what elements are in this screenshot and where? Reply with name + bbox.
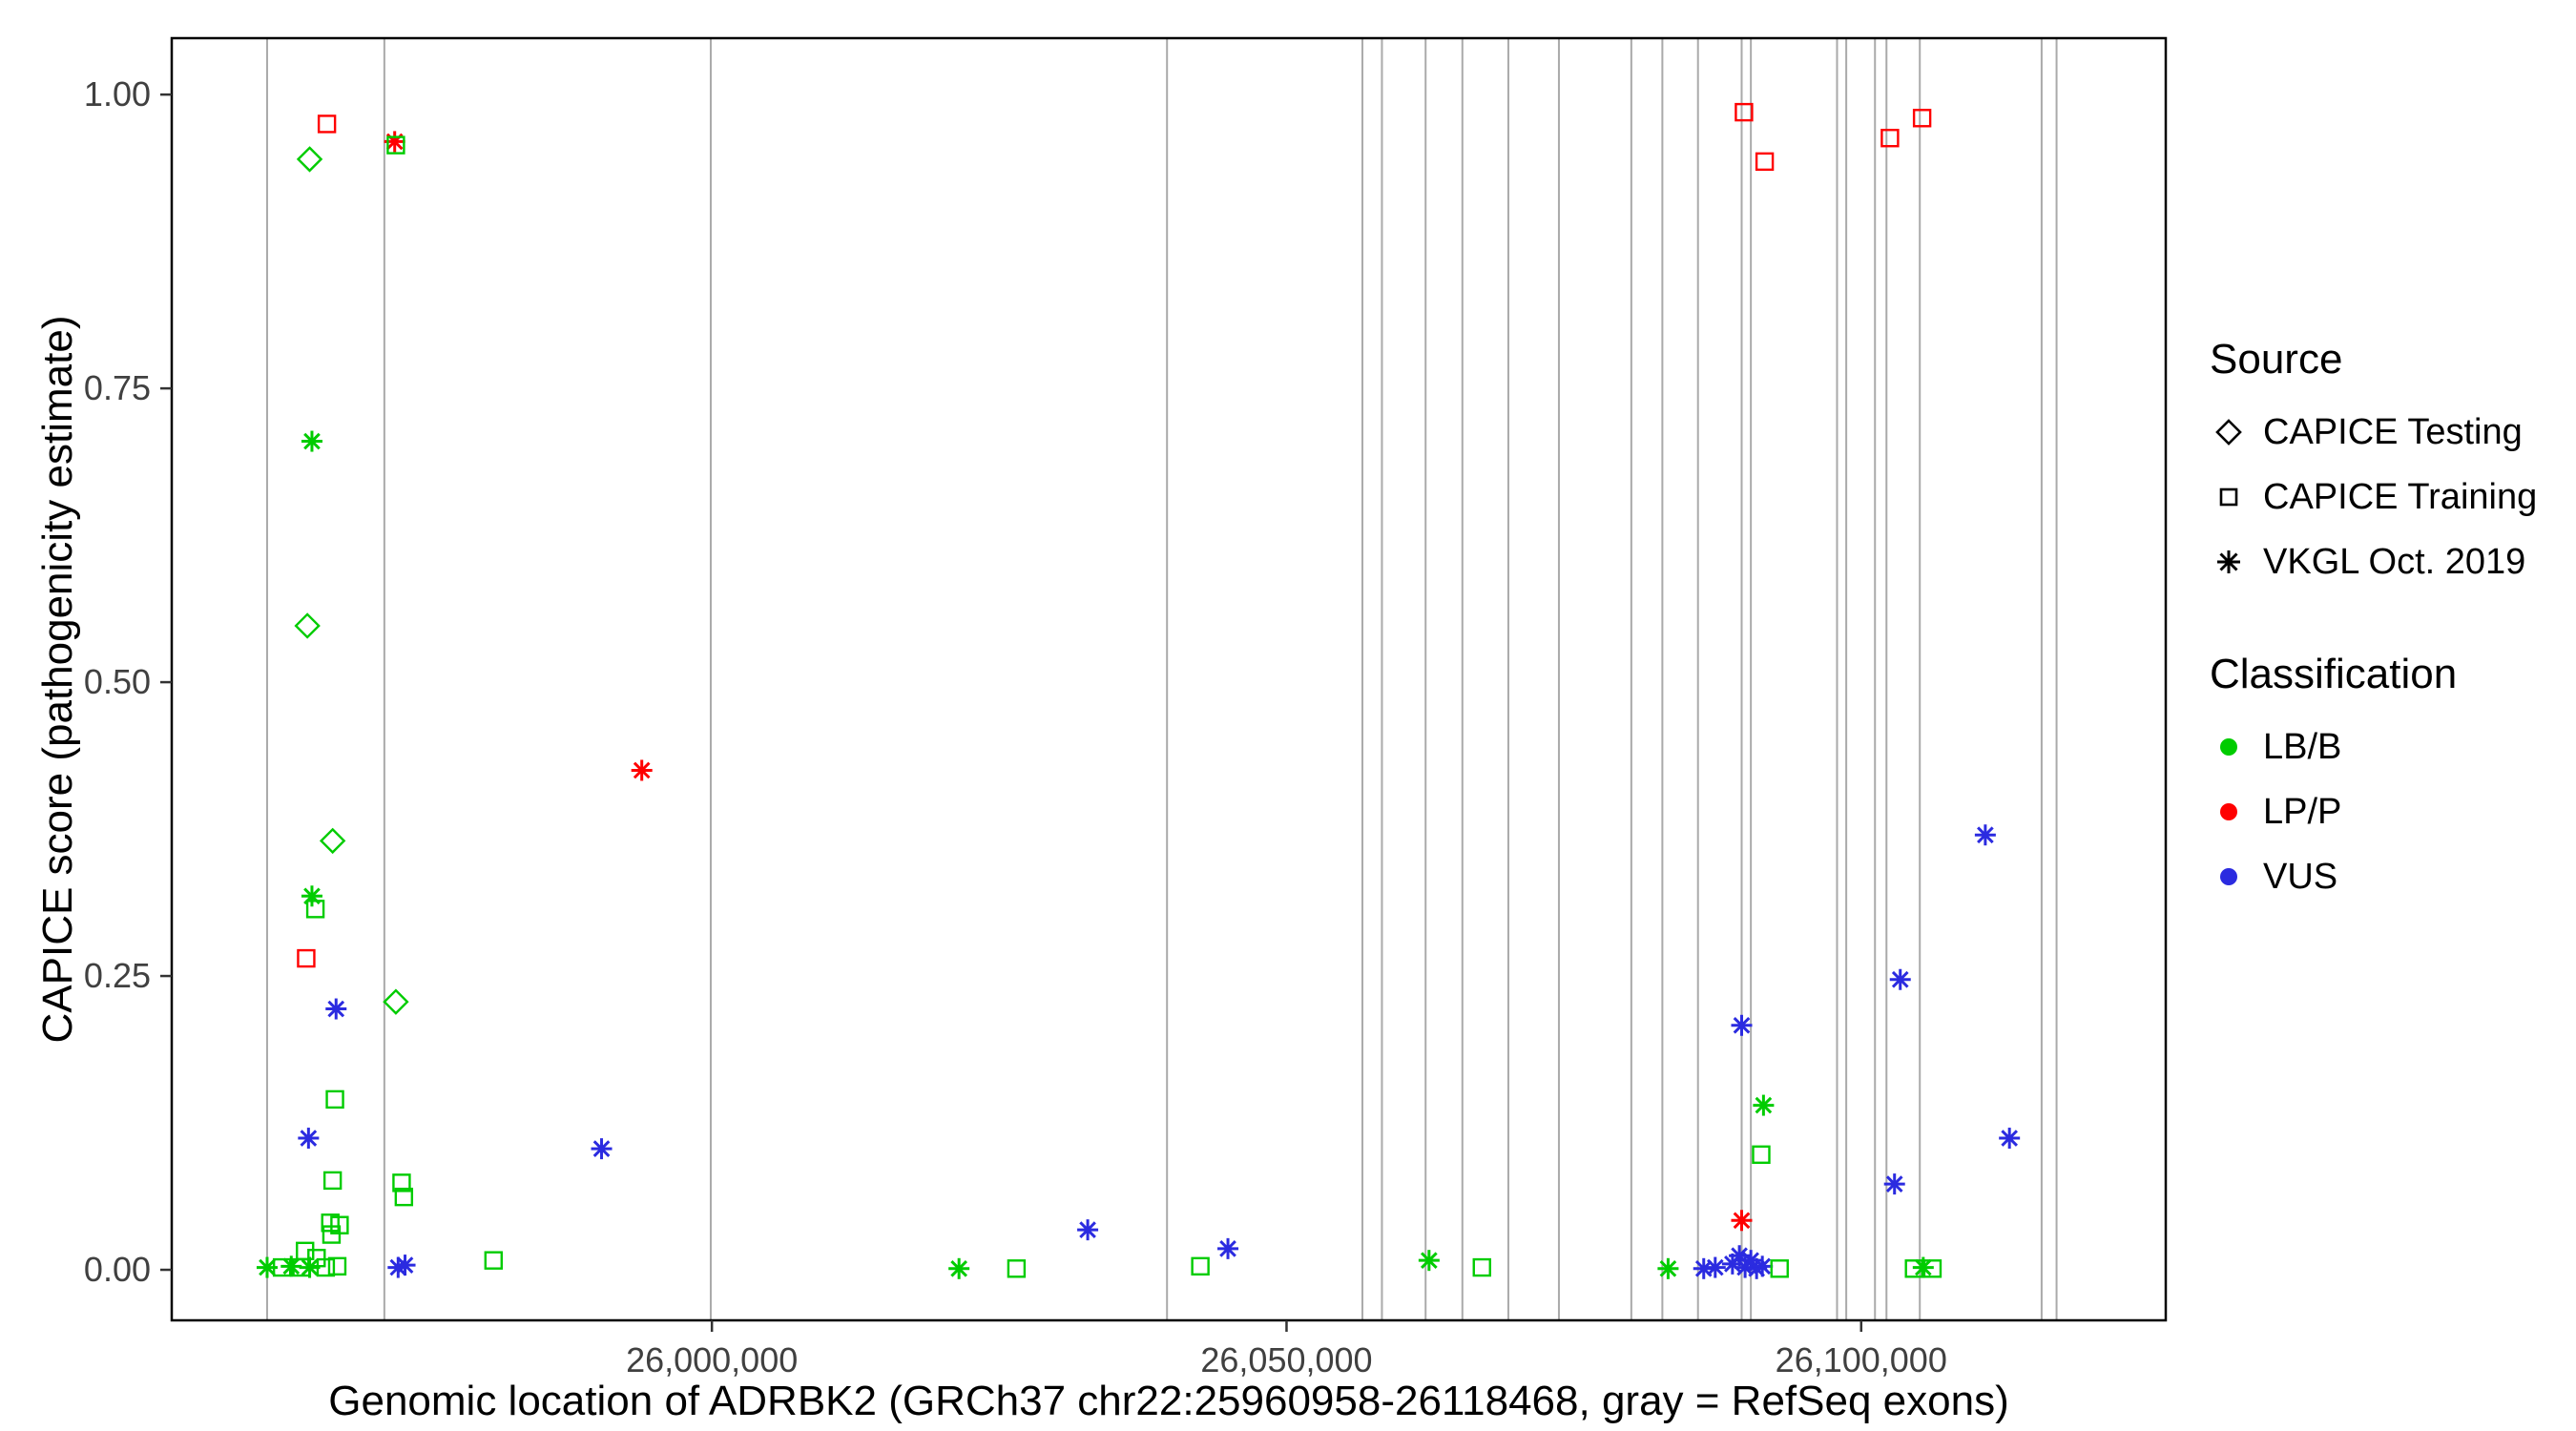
blue-dot-icon (2220, 868, 2237, 885)
data-point-vkgl (1740, 1250, 1762, 1272)
x-tick-label: 26,000,000 (626, 1340, 798, 1379)
legend-classification-block: Classification LB/B LP/P VUS (2210, 651, 2537, 899)
x-axis-title: Genomic location of ADRBK2 (GRCh37 chr22… (328, 1378, 2009, 1424)
legend-item-vus: VUS (2210, 855, 2537, 899)
legend-label: VKGL Oct. 2019 (2263, 541, 2526, 582)
data-point-training (316, 1257, 336, 1277)
data-point-training (1922, 1259, 1942, 1278)
legend-source-title: Source (2210, 336, 2343, 383)
square-marker-icon (2219, 487, 2238, 507)
data-point-training (297, 948, 316, 968)
data-point-vkgl (301, 885, 322, 907)
data-point-training (327, 1256, 347, 1276)
legend-label: LB/B (2263, 726, 2342, 767)
data-point-vkgl (299, 1256, 321, 1278)
data-point-training (317, 114, 337, 134)
data-point-vkgl (394, 1255, 416, 1276)
data-point-vkgl (948, 1257, 970, 1279)
data-point-vkgl (1883, 1173, 1905, 1195)
data-point-training (322, 1225, 342, 1244)
diamond-marker-icon (2215, 419, 2242, 446)
data-point-testing (294, 612, 321, 639)
x-tick-label: 26,050,000 (1200, 1340, 1372, 1379)
data-point-vkgl (1753, 1094, 1775, 1116)
data-point-training (1755, 152, 1775, 172)
y-tick-label: 0.25 (84, 956, 151, 995)
data-point-vkgl (1418, 1250, 1440, 1272)
data-point-training (394, 1187, 414, 1207)
data-point-training (1912, 109, 1932, 128)
data-point-testing (296, 146, 323, 173)
data-point-vkgl (301, 430, 322, 452)
data-point-vkgl (1752, 1255, 1774, 1277)
y-axis-title: CAPICE score (pathogenicity estimate) (34, 315, 81, 1044)
legend-label: LP/P (2263, 791, 2342, 832)
data-point-vkgl (1974, 824, 1996, 846)
data-point-training (484, 1251, 503, 1270)
data-point-vkgl (1731, 1210, 1753, 1232)
data-point-training (1735, 102, 1754, 122)
legend-item-capice-testing: CAPICE Testing (2210, 410, 2537, 454)
data-point-vkgl (631, 759, 653, 781)
legend-source-block: Source CAPICE Testing CAPICE Training (2210, 336, 2537, 584)
data-point-vkgl (1999, 1128, 2021, 1150)
data-point-vkgl (1704, 1256, 1726, 1278)
legend-item-capice-training: CAPICE Training (2210, 475, 2537, 519)
data-point-training (1472, 1257, 1491, 1277)
red-dot-icon (2220, 803, 2237, 820)
data-point-vkgl (1889, 968, 1911, 990)
data-point-testing (383, 988, 409, 1015)
data-point-vkgl (591, 1138, 613, 1160)
legend-label: CAPICE Training (2263, 476, 2538, 517)
data-point-training (325, 1089, 344, 1110)
data-point-vkgl (1217, 1237, 1239, 1259)
legend-label: CAPICE Testing (2263, 411, 2523, 452)
data-point-training (322, 1171, 343, 1191)
legend-label: VUS (2263, 856, 2338, 897)
y-tick-label: 0.75 (84, 368, 151, 407)
data-point-training (1191, 1256, 1210, 1276)
y-tick-label: 0.50 (84, 662, 151, 701)
data-point-training (392, 1173, 411, 1192)
data-point-training (386, 135, 405, 155)
data-point-training (1752, 1145, 1771, 1165)
green-dot-icon (2220, 738, 2237, 756)
data-point-training (305, 900, 325, 919)
data-point-training (1880, 129, 1900, 148)
data-point-vkgl (298, 1128, 320, 1150)
y-tick-label: 0.00 (84, 1250, 151, 1289)
asterisk-marker-icon (2217, 550, 2240, 573)
data-point-testing (319, 827, 346, 855)
panel-border (170, 36, 2168, 1322)
legend-item-vkgl: VKGL Oct. 2019 (2210, 540, 2537, 584)
data-point-training (1770, 1259, 1789, 1278)
legend-classification-title: Classification (2210, 651, 2458, 697)
data-point-vkgl (1657, 1257, 1679, 1279)
legend-item-lpp: LP/P (2210, 790, 2537, 834)
x-tick-label: 26,100,000 (1776, 1340, 1947, 1379)
data-point-vkgl (1077, 1219, 1099, 1241)
legend-item-lbb: LB/B (2210, 725, 2537, 769)
y-tick-label: 1.00 (84, 74, 151, 114)
legend: Source CAPICE Testing CAPICE Training (2210, 336, 2537, 920)
data-point-vkgl (1731, 1014, 1753, 1036)
data-point-vkgl (325, 998, 347, 1020)
data-point-vkgl (280, 1255, 302, 1277)
data-point-training (1007, 1259, 1027, 1278)
